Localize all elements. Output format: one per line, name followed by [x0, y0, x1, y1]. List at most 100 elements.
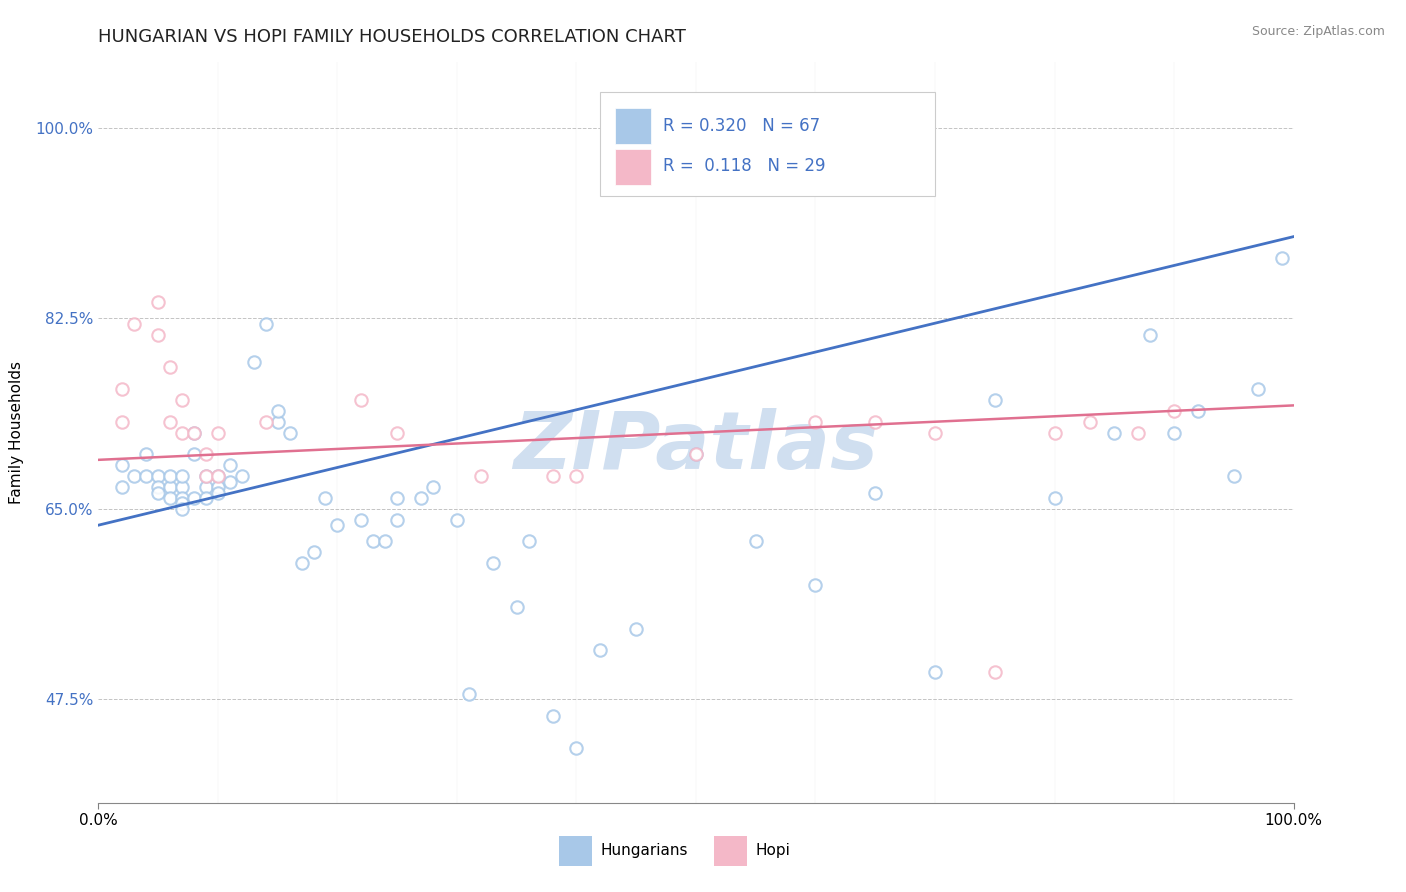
Point	[385, 491, 409, 505]
Text: R = 0.320   N = 67: R = 0.320 N = 67	[662, 117, 820, 135]
Point	[172, 491, 194, 505]
Point	[385, 425, 409, 440]
Point	[207, 469, 229, 483]
Point	[804, 578, 827, 592]
Point	[1247, 382, 1270, 396]
Point	[517, 534, 540, 549]
Point	[159, 415, 181, 429]
Point	[183, 425, 205, 440]
Point	[207, 469, 229, 483]
Point	[1223, 469, 1246, 483]
Point	[1104, 425, 1126, 440]
Text: HUNGARIAN VS HOPI FAMILY HOUSEHOLDS CORRELATION CHART: HUNGARIAN VS HOPI FAMILY HOUSEHOLDS CORR…	[98, 28, 686, 45]
Point	[565, 741, 588, 756]
Point	[207, 425, 229, 440]
Point	[291, 556, 314, 570]
Point	[124, 469, 146, 483]
Point	[159, 491, 181, 505]
Point	[148, 327, 170, 342]
Text: Source: ZipAtlas.com: Source: ZipAtlas.com	[1251, 25, 1385, 38]
Point	[541, 708, 564, 723]
Point	[374, 534, 396, 549]
Point	[111, 382, 134, 396]
Point	[422, 480, 444, 494]
Point	[111, 480, 134, 494]
Point	[924, 665, 946, 680]
Point	[195, 491, 218, 505]
Point	[685, 447, 707, 461]
Point	[135, 447, 157, 461]
Point	[148, 485, 170, 500]
Bar	[614, 108, 651, 144]
Bar	[614, 149, 651, 185]
Point	[254, 317, 277, 331]
Point	[315, 491, 337, 505]
Point	[1043, 425, 1066, 440]
FancyBboxPatch shape	[600, 92, 935, 195]
Point	[219, 458, 242, 473]
Point	[159, 469, 181, 483]
Bar	[714, 836, 748, 866]
Point	[1128, 425, 1150, 440]
Point	[565, 469, 588, 483]
Point	[172, 501, 194, 516]
Point	[865, 485, 887, 500]
Point	[326, 518, 349, 533]
Point	[589, 643, 612, 657]
Point	[124, 317, 146, 331]
Point	[159, 480, 181, 494]
Point	[984, 665, 1007, 680]
Point	[231, 469, 253, 483]
Point	[183, 447, 205, 461]
Text: ZIPatlas: ZIPatlas	[513, 409, 879, 486]
Point	[1080, 415, 1102, 429]
Point	[302, 545, 325, 559]
Point	[267, 404, 290, 418]
Point	[541, 469, 564, 483]
Point	[446, 513, 468, 527]
Point	[745, 534, 768, 549]
Point	[411, 491, 433, 505]
Point	[207, 485, 229, 500]
Point	[1271, 252, 1294, 266]
Point	[685, 447, 707, 461]
Point	[159, 360, 181, 375]
Point	[183, 491, 205, 505]
Point	[243, 355, 266, 369]
Point	[148, 480, 170, 494]
Text: Hopi: Hopi	[756, 844, 790, 858]
Point	[148, 295, 170, 310]
Point	[172, 480, 194, 494]
Point	[148, 469, 170, 483]
Y-axis label: Family Households: Family Households	[10, 361, 24, 504]
Point	[219, 475, 242, 489]
Bar	[558, 836, 592, 866]
Point	[804, 415, 827, 429]
Point	[267, 415, 290, 429]
Point	[111, 458, 134, 473]
Point	[506, 599, 529, 614]
Point	[1187, 404, 1209, 418]
Point	[195, 469, 218, 483]
Point	[1163, 425, 1185, 440]
Point	[470, 469, 492, 483]
Point	[172, 392, 194, 407]
Point	[183, 425, 205, 440]
Point	[1043, 491, 1066, 505]
Text: R =  0.118   N = 29: R = 0.118 N = 29	[662, 157, 825, 175]
Point	[195, 447, 218, 461]
Point	[458, 687, 481, 701]
Point	[385, 513, 409, 527]
Point	[172, 496, 194, 510]
Point	[172, 425, 194, 440]
Point	[195, 480, 218, 494]
Point	[481, 556, 505, 570]
Point	[172, 469, 194, 483]
Point	[1163, 404, 1185, 418]
Point	[626, 622, 648, 636]
Point	[135, 469, 157, 483]
Point	[254, 415, 277, 429]
Point	[1139, 327, 1161, 342]
Text: Hungarians: Hungarians	[600, 844, 688, 858]
Point	[195, 469, 218, 483]
